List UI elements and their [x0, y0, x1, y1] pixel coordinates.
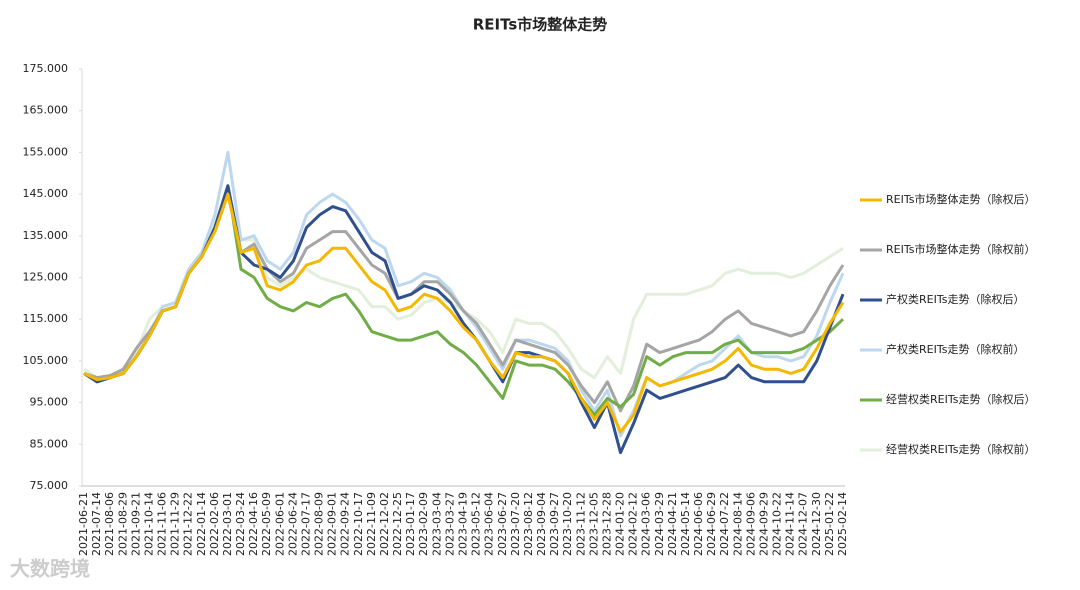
- x-tick-label: 2023-12-28: [600, 492, 613, 556]
- x-tick-label: 2023-02-09: [417, 492, 430, 556]
- x-tick-label: 2023-05-12: [470, 492, 483, 556]
- x-tick-label: 2022-05-09: [260, 492, 273, 556]
- x-tick-label: 2022-02-06: [208, 492, 221, 556]
- x-tick-label: 2024-07-22: [718, 492, 731, 556]
- x-tick-label: 2023-12-05: [587, 492, 600, 556]
- x-tick-label: 2024-05-14: [679, 492, 692, 556]
- legend-label: 经营权类REITs走势（除权前）: [886, 442, 1035, 456]
- x-tick-label: 2024-06-29: [705, 492, 718, 556]
- y-tick-label: 85.000: [30, 437, 69, 450]
- chart-title: REITs市场整体走势: [473, 16, 608, 34]
- x-tick-label: 2023-04-19: [457, 492, 470, 556]
- x-tick-label: 2021-06-21: [77, 492, 90, 556]
- x-tick-label: 2023-06-27: [496, 492, 509, 556]
- x-tick-label: 2022-12-25: [391, 492, 404, 556]
- y-tick-label: 165.000: [23, 104, 69, 117]
- series-line: [83, 192, 845, 413]
- x-tick-label: 2021-10-14: [142, 492, 155, 556]
- x-tick-label: 2025-01-22: [823, 492, 836, 556]
- series-line: [83, 188, 844, 380]
- series-line: [83, 150, 845, 438]
- x-tick-label: 2022-03-01: [221, 492, 234, 556]
- legend-label: 经营权类REITs走势（除权后）: [886, 392, 1035, 406]
- series-line: [83, 192, 845, 434]
- series-line: [83, 184, 845, 455]
- x-tick-label: 2024-12-30: [810, 492, 823, 556]
- x-tick-label: 2022-06-01: [273, 492, 286, 556]
- x-tick-label: 2021-11-29: [169, 492, 182, 556]
- x-tick-label: 2023-06-04: [483, 492, 496, 556]
- x-tick-label: 2022-08-09: [313, 492, 326, 556]
- legend-label: REITs市场整体走势（除权前）: [886, 242, 1035, 256]
- x-tick-label: 2023-09-04: [535, 492, 548, 556]
- y-tick-label: 125.000: [23, 271, 69, 284]
- x-tick-label: 2025-02-14: [836, 492, 849, 556]
- x-tick-label: 2024-04-21: [666, 492, 679, 556]
- y-tick-label: 105.000: [23, 354, 69, 367]
- x-tick-label: 2023-10-20: [561, 492, 574, 556]
- x-tick-label: 2022-09-01: [326, 492, 339, 556]
- x-tick-label: 2022-09-24: [339, 492, 352, 556]
- x-tick-label: 2024-09-06: [744, 492, 757, 556]
- y-tick-label: 145.000: [23, 187, 69, 200]
- x-tick-label: 2022-11-09: [365, 492, 378, 556]
- watermark: 大数跨境: [10, 557, 90, 581]
- x-tick-label: 2021-12-22: [182, 492, 195, 556]
- x-tick-label: 2024-06-06: [692, 492, 705, 556]
- x-tick-label: 2022-06-24: [286, 492, 299, 556]
- legend-label: REITs市场整体走势（除权后）: [886, 192, 1035, 206]
- x-tick-label: 2021-07-14: [90, 492, 103, 556]
- x-tick-label: 2023-03-04: [430, 492, 443, 556]
- x-tick-label: 2023-09-27: [548, 492, 561, 556]
- x-tick-label: 2023-11-12: [574, 492, 587, 556]
- x-tick-label: 2024-03-29: [653, 492, 666, 556]
- y-tick-label: 75.000: [30, 479, 69, 492]
- x-tick-label: 2021-09-21: [129, 492, 142, 556]
- x-tick-label: 2021-11-06: [156, 492, 169, 556]
- x-tick-label: 2022-10-17: [352, 492, 365, 556]
- x-tick-label: 2023-08-12: [522, 492, 535, 556]
- x-tick-label: 2023-07-20: [509, 492, 522, 556]
- x-tick-label: 2021-08-29: [116, 492, 129, 556]
- x-tick-label: 2021-08-06: [103, 492, 116, 556]
- x-tick-label: 2024-11-14: [784, 492, 797, 556]
- legend-label: 产权类REITs走势（除权后）: [886, 292, 1024, 306]
- y-tick-label: 135.000: [23, 229, 69, 242]
- y-tick-label: 115.000: [23, 312, 69, 325]
- x-tick-label: 2022-12-02: [378, 492, 391, 556]
- x-tick-label: 2023-03-27: [443, 492, 456, 556]
- x-tick-label: 2024-01-20: [614, 492, 627, 556]
- y-tick-label: 155.000: [23, 145, 69, 158]
- x-tick-label: 2022-07-17: [299, 492, 312, 556]
- x-tick-label: 2022-03-24: [234, 492, 247, 556]
- x-tick-label: 2024-08-14: [731, 492, 744, 556]
- x-tick-label: 2024-10-22: [771, 492, 784, 556]
- x-tick-label: 2022-01-14: [195, 492, 208, 556]
- x-tick-label: 2024-02-12: [627, 492, 640, 556]
- legend-label: 产权类REITs走势（除权前）: [886, 342, 1024, 356]
- y-tick-label: 95.000: [30, 396, 69, 409]
- y-tick-label: 175.000: [23, 62, 69, 75]
- x-tick-label: 2022-04-16: [247, 492, 260, 556]
- series-line: [83, 184, 845, 417]
- x-tick-label: 2024-09-29: [757, 492, 770, 556]
- x-tick-label: 2023-01-17: [404, 492, 417, 556]
- x-tick-label: 2024-03-06: [640, 492, 653, 556]
- x-tick-label: 2024-12-07: [797, 492, 810, 556]
